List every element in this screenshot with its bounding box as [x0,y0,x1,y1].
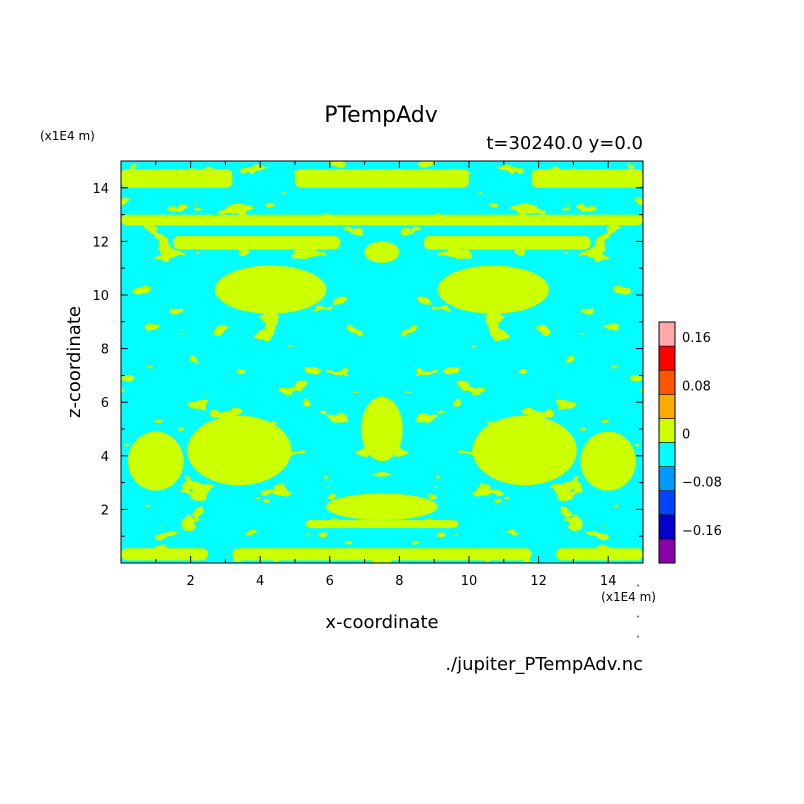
colorbar-tick-label: −0.08 [682,476,722,491]
x-axis: 2 4 6 8 10 12 14 [155,161,617,589]
y-tick-label: 10 [92,289,109,304]
colorbar-swatch-7 [658,369,676,395]
chart-subtitle: t=30240.0 y=0.0 [486,133,643,154]
y-axis-label: z-coordinate [64,306,85,418]
y-tick-label: 2 [101,503,109,518]
field-blob-5 [437,265,550,314]
colorbar-swatch-1 [658,514,676,540]
x-tick-label: 14 [600,574,617,589]
colorbar-swatch-2 [658,490,676,516]
stray-mark-1: ˄ [636,584,640,593]
y-tick-label: 14 [92,182,109,197]
field-band-0-0 [121,169,233,188]
field-band-2-1 [423,236,591,250]
field-blob-2 [361,396,403,462]
field-band-0-2 [531,169,643,188]
colorbar: 0.16 0.08 0 −0.08 −0.16 [658,321,722,564]
colorbar-swatch-0 [658,538,676,564]
field-band-3-1 [232,548,532,561]
field-blob-8 [580,431,637,491]
x-axis-label: x-coordinate [325,612,438,633]
field-positive-regions-left [121,161,382,563]
field-band-3-2 [556,548,643,561]
colorbar-tick-label: 0 [682,428,690,443]
y-unit-label: (x1E4 m) [40,129,95,143]
colorbar-swatch-6 [658,393,676,419]
x-tick-label: 12 [530,574,547,589]
field-band-2-0 [173,236,341,250]
field-band-0-1 [295,169,469,188]
colorbar-swatch-9 [658,321,676,347]
colorbar-tick-label: 0.08 [682,379,711,394]
colorbar-swatch-5 [658,418,676,443]
field-blob-6 [364,241,400,263]
colorbar-swatch-8 [658,345,676,371]
y-tick-label: 8 [101,343,109,358]
x-tick-label: 6 [326,574,334,589]
plot-frame [120,160,644,564]
y-tick-label: 4 [101,450,109,465]
y-tick-label: 12 [92,235,109,250]
x-unit-label: (x1E4 m) [601,590,656,604]
field-positive-regions-right [382,161,643,563]
field-band-4-0 [305,520,459,529]
stray-mark-3: ˄ [636,635,640,644]
field-blob-0 [187,415,292,486]
stray-mark-2: ˄ [636,615,640,624]
colorbar-swatch-3 [658,466,676,492]
x-tick-label: 8 [395,574,403,589]
field-blob-4 [214,265,327,314]
colorbar-swatch-4 [658,442,676,467]
field-blob-7 [127,431,184,491]
field-band-1-0 [121,214,643,226]
field-positive-bands [121,169,643,561]
colorbar-tick-label: 0.16 [682,331,711,346]
colorbar-frame [658,321,676,564]
field-blob-1 [472,415,577,486]
heatmap-field [121,161,643,563]
x-tick-label: 4 [256,574,264,589]
y-axis: 2 4 6 8 10 12 14 [92,182,643,537]
y-tick-label: 6 [101,396,109,411]
field-blob-3 [326,493,438,521]
colorbar-tick-label: −0.16 [682,524,722,539]
chart-title: PTempAdv [324,103,438,128]
x-tick-label: 10 [461,574,478,589]
source-file-label: ./jupiter_PTempAdv.nc [445,654,643,675]
field-band-3-0 [121,548,208,561]
x-tick-label: 2 [186,574,194,589]
